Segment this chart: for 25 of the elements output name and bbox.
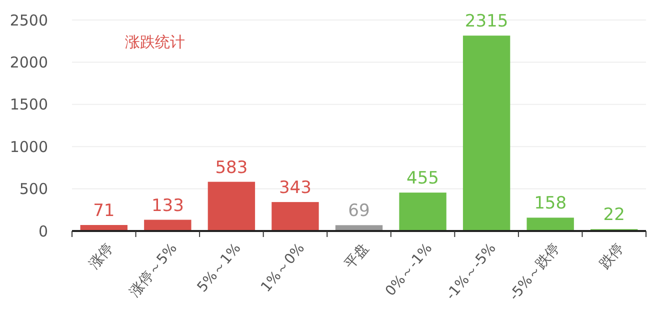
x-tick-label: 1%～0% bbox=[258, 240, 308, 296]
data-label: 22 bbox=[603, 205, 625, 226]
x-tick-label: 涨停～5% bbox=[126, 240, 180, 300]
y-tick-label: 500 bbox=[19, 180, 48, 198]
text: 涨跌统计 bbox=[125, 33, 185, 51]
x-tick-label: 5%～1% bbox=[194, 240, 244, 296]
y-tick-label: 1500 bbox=[10, 96, 48, 114]
data-label: 71 bbox=[93, 201, 115, 222]
data-label: 455 bbox=[406, 168, 440, 189]
x-tick-label: 0%～-1% bbox=[382, 240, 436, 300]
data-label: 2315 bbox=[464, 12, 508, 32]
y-tick-label: 1000 bbox=[10, 138, 48, 156]
y-tick-label: 2500 bbox=[10, 11, 48, 30]
data-label: 583 bbox=[215, 158, 248, 178]
x-tick-label: 平盘 bbox=[342, 240, 372, 272]
x-tick-label: 跌停 bbox=[596, 240, 627, 272]
data-label: 133 bbox=[151, 196, 184, 216]
x-tick-label: -5%～跌停 bbox=[506, 240, 564, 304]
y-tick-label: 2000 bbox=[10, 53, 48, 72]
data-label: 158 bbox=[534, 194, 567, 214]
x-tick-label: 涨停 bbox=[86, 240, 117, 272]
x-tick-label: -1%～-5% bbox=[443, 240, 500, 304]
data-label: 69 bbox=[348, 201, 370, 222]
y-tick-label: 0 bbox=[38, 222, 48, 240]
data-label: 343 bbox=[278, 178, 312, 198]
